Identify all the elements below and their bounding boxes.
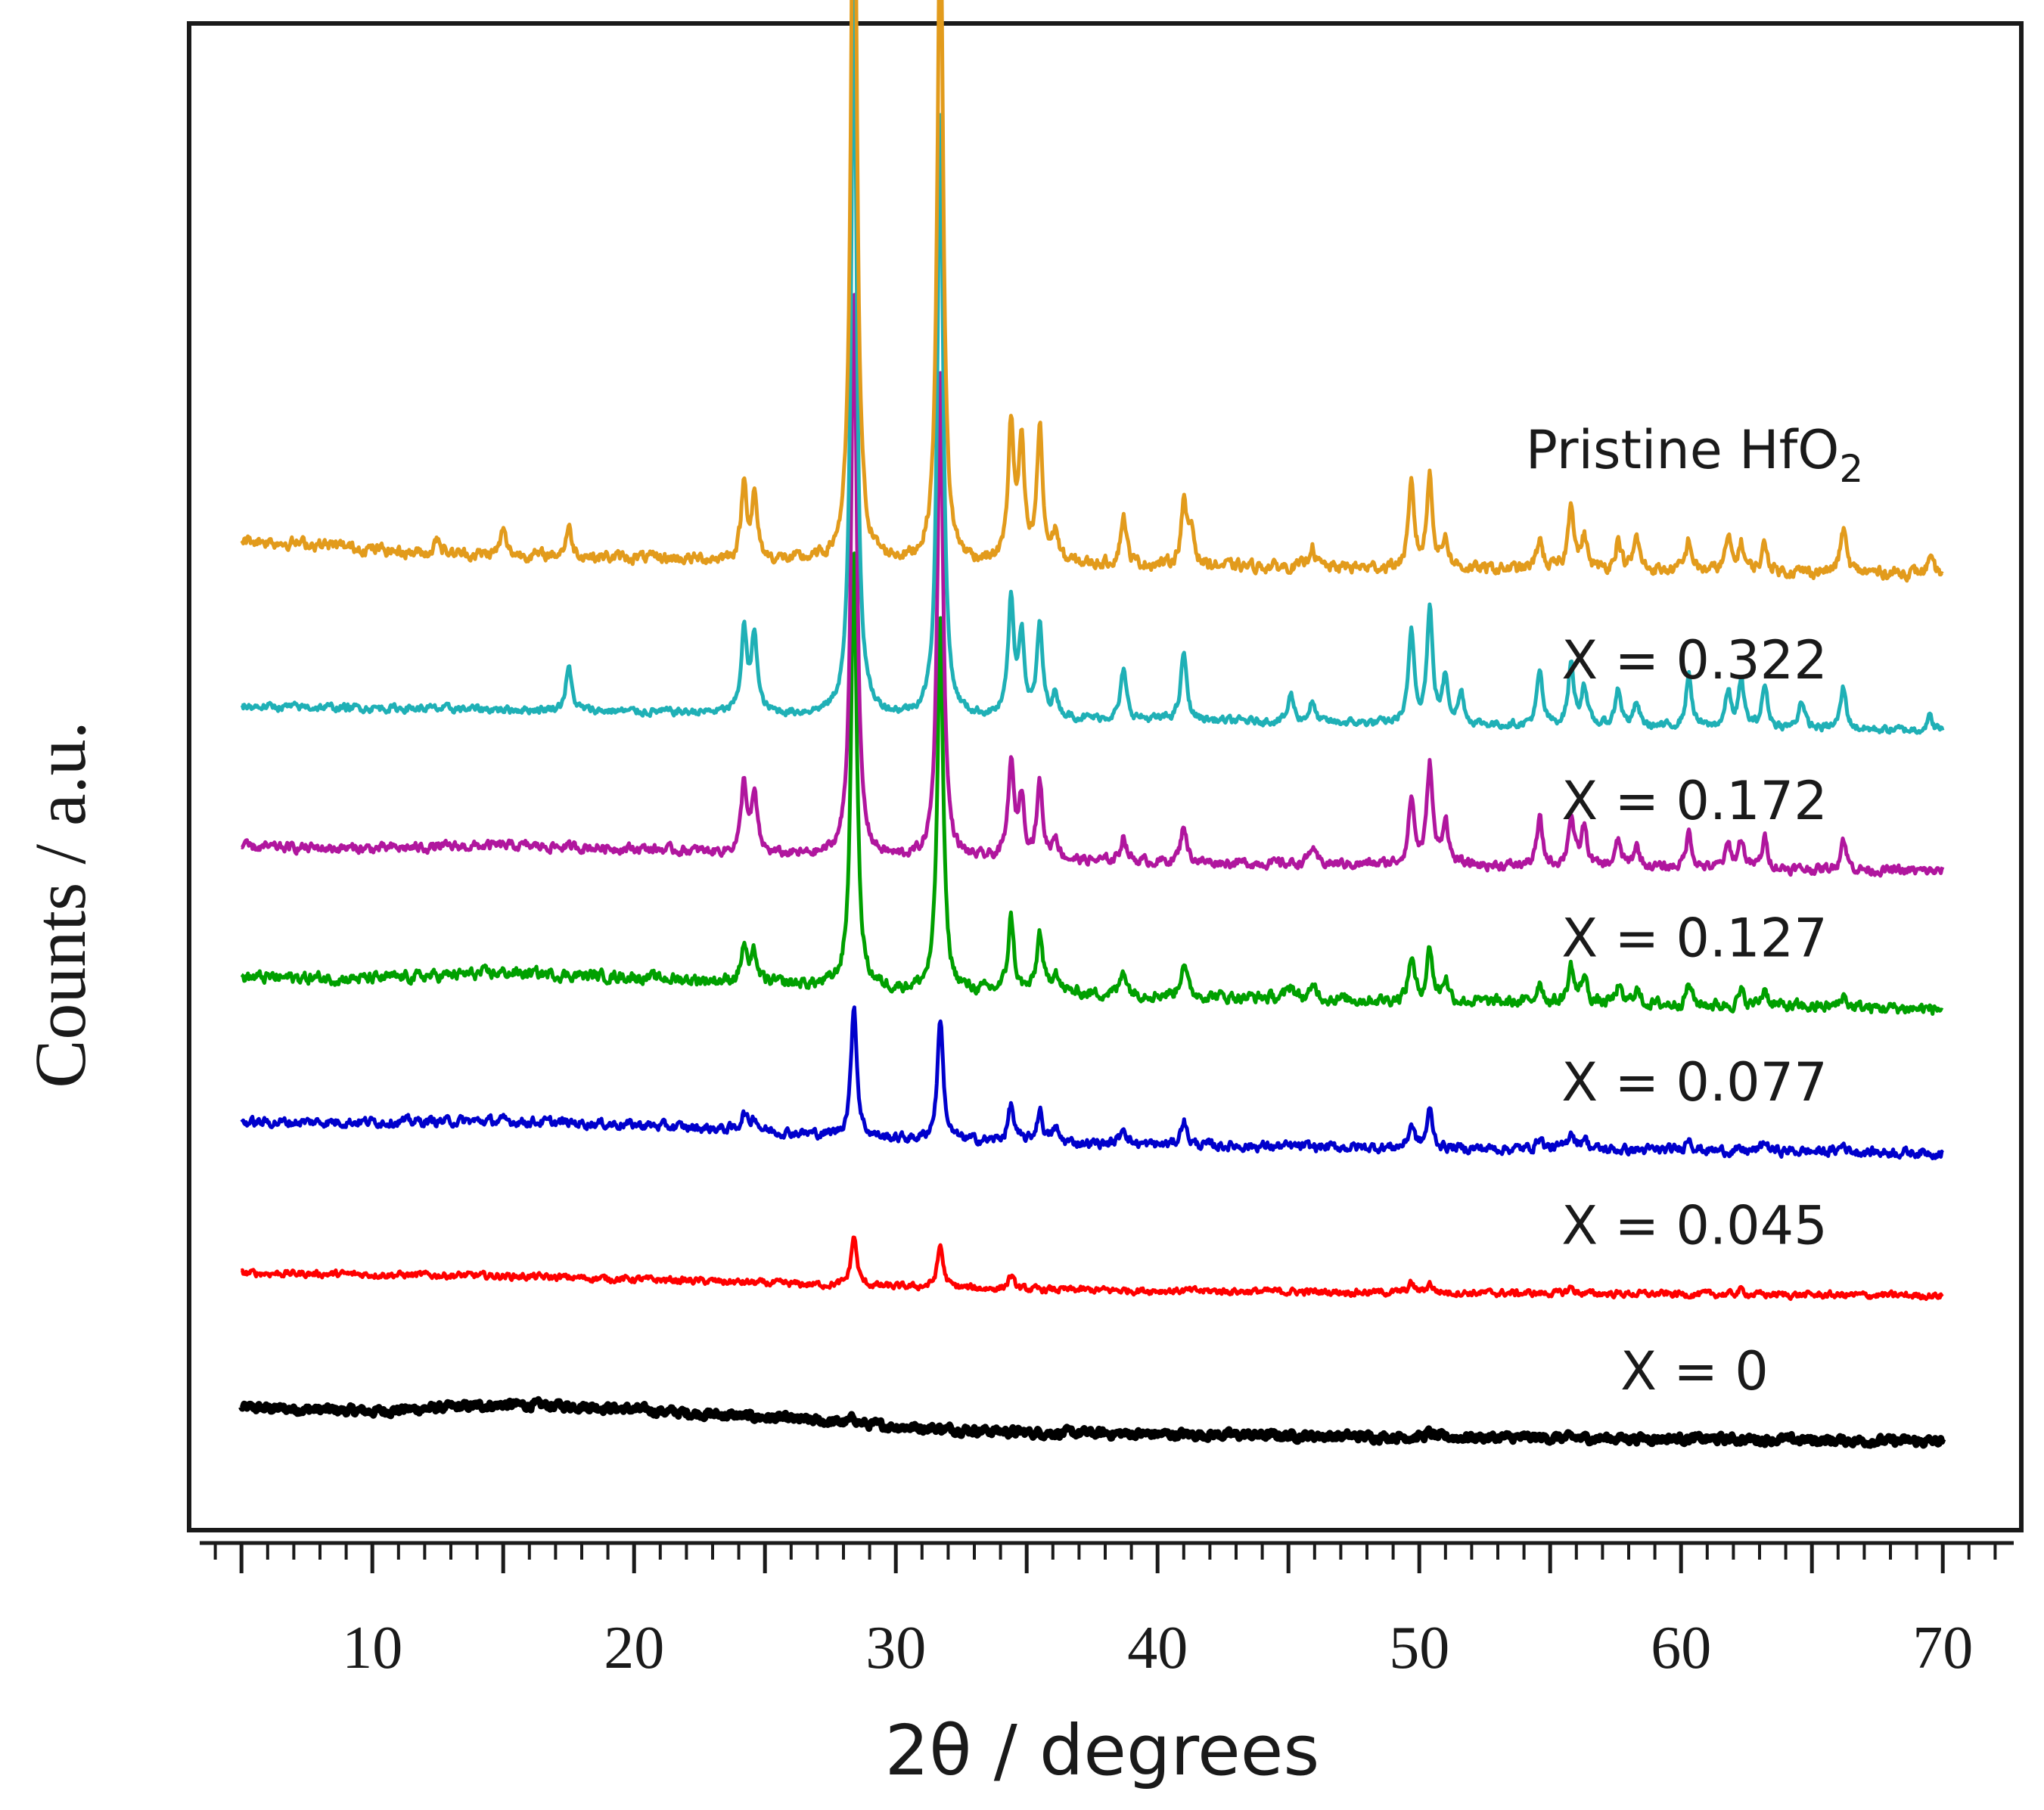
x-tick-label: 40	[1127, 1615, 1188, 1681]
series-label: X = 0.045	[1561, 1194, 1828, 1256]
x-tick-label: 70	[1912, 1615, 1973, 1681]
x-axis: 10 20 30 40 50 60 70	[200, 1541, 2014, 1681]
series-label: X = 0.172	[1561, 770, 1828, 832]
series-labels: X = 0 X = 0.045 X = 0.077 X = 0.127 X = 0.17…	[1526, 419, 1863, 1402]
x-tick-label: 20	[604, 1615, 664, 1681]
x-tick-label: 30	[865, 1615, 926, 1681]
series-label: X = 0	[1620, 1340, 1769, 1402]
series-label-text: X = 0.127	[1561, 908, 1828, 970]
series-label: X = 0.322	[1561, 629, 1828, 691]
traces	[238, 0, 1946, 1449]
series-label-subscript: 2	[1839, 447, 1863, 491]
series-label: X = 0.077	[1561, 1051, 1828, 1113]
series-label: Pristine HfO2	[1526, 419, 1863, 491]
trace-x-0-127	[240, 551, 1944, 1016]
series-label-text: Pristine HfO	[1526, 419, 1840, 481]
series-label: X = 0.127	[1561, 908, 1828, 970]
x-tick-label: 60	[1651, 1615, 1711, 1681]
series-label-text: X = 0.172	[1561, 770, 1828, 832]
series-label-text: X = 0.045	[1561, 1194, 1828, 1256]
trace-pristine-hfo2	[240, 0, 1944, 583]
x-tick-label: 10	[342, 1615, 402, 1681]
trace-x-0-077	[240, 1005, 1944, 1160]
trace-x-0	[238, 1396, 1946, 1449]
x-axis-title: 2θ / degrees	[885, 1710, 1320, 1791]
trace-x-0-322	[240, 0, 1945, 735]
y-axis-title: Counts / a.u.	[20, 721, 101, 1088]
plot-frame	[187, 21, 2024, 1532]
x-tick-label: 50	[1389, 1615, 1449, 1681]
trace-x-0-172	[240, 293, 1945, 878]
trace-x-0-045	[240, 1235, 1944, 1301]
series-label-text: X = 0	[1620, 1340, 1769, 1402]
series-label-text: X = 0.322	[1561, 629, 1828, 691]
series-label-text: X = 0.077	[1561, 1051, 1828, 1113]
